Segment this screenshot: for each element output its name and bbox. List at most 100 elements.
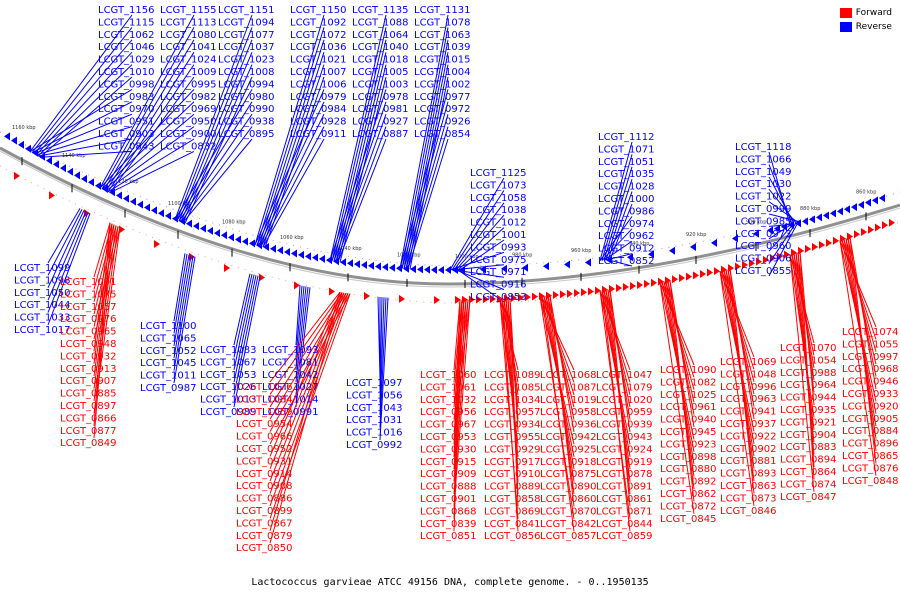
gene-label: LCGT_0896: [842, 439, 899, 450]
reverse-gene-arrow: [319, 254, 325, 263]
gene-label: LCGT_0890: [540, 482, 597, 493]
reverse-gene-arrow: [802, 217, 808, 226]
reverse-gene-arrow: [823, 211, 829, 220]
gene-label: LCGT_0902: [720, 444, 777, 455]
forward-gene-arrow: [588, 287, 594, 296]
label-leader-line: [269, 292, 343, 395]
gene-label: LCGT_0858: [484, 494, 541, 505]
forward-gene-arrow: [805, 244, 811, 253]
label-leader-line: [35, 126, 133, 156]
gene-label: LCGT_1003: [352, 79, 409, 90]
label-leader-line: [457, 227, 505, 271]
label-leader-line: [768, 222, 799, 277]
gene-label: LCGT_1044: [14, 300, 71, 311]
scale-tick-label: 1120 kbp: [115, 179, 139, 185]
label-leader-line: [174, 14, 253, 220]
gene-label: LCGT_1131: [414, 5, 471, 16]
gene-label: LCGT_0921: [780, 417, 837, 428]
reverse-gene-arrow: [865, 198, 871, 207]
gene-label: LCGT_0934: [484, 420, 541, 431]
reverse-gene-arrow: [291, 249, 297, 258]
gene-label: LCGT_0983: [98, 92, 155, 103]
gene-label: LCGT_1125: [470, 168, 527, 179]
reverse-gene-arrow: [438, 265, 444, 274]
gene-label: LCGT_1037: [218, 42, 275, 53]
label-leader-line: [768, 223, 793, 240]
forward-gene-arrow: [875, 223, 881, 232]
forward-gene-arrow: [399, 294, 405, 303]
gene-label: LCGT_0869: [484, 506, 541, 517]
gene-label: LCGT_1052: [140, 346, 197, 357]
gene-label: LCGT_0987: [140, 383, 197, 394]
reverse-gene-arrow: [263, 243, 269, 252]
gene-label: LCGT_0933: [842, 389, 899, 400]
forward-gene-arrow: [840, 234, 846, 243]
forward-gene-arrow: [700, 269, 706, 278]
label-leader-line: [295, 285, 303, 358]
reverse-gene-arrow: [53, 160, 59, 169]
gene-label: LCGT_1007: [290, 67, 347, 78]
gene-label: LCGT_0969: [160, 104, 217, 115]
gene-label: LCGT_0886: [236, 494, 293, 505]
forward-gene-arrow: [504, 294, 510, 303]
gene-label: LCGT_0965: [60, 327, 117, 338]
label-leader-line: [379, 297, 385, 416]
reverse-gene-arrow: [67, 167, 73, 176]
gene-label: LCGT_1083: [200, 345, 257, 356]
reverse-gene-arrow: [18, 140, 24, 149]
forward-gene-arrow: [294, 281, 300, 290]
forward-gene-arrow: [735, 262, 741, 271]
gene-label: LCGT_0930: [420, 444, 477, 455]
gene-label: LCGT_0841: [484, 519, 541, 530]
forward-gene-arrow: [546, 291, 552, 300]
gene-label: LCGT_0856: [484, 531, 541, 542]
gene-label: LCGT_1063: [414, 30, 471, 41]
label-leader-line: [178, 39, 253, 222]
gene-label: LCGT_0849: [60, 438, 117, 449]
reverse-gene-arrow: [312, 253, 318, 262]
forward-gene-arrow: [119, 225, 125, 234]
gene-label: LCGT_0866: [60, 413, 117, 424]
gene-label: LCGT_0917: [484, 457, 541, 468]
reverse-gene-arrow: [151, 206, 157, 215]
gene-label: LCGT_0908: [236, 481, 293, 492]
label-leader-line: [449, 177, 505, 271]
label-leader-line: [333, 39, 387, 262]
forward-gene-arrow: [854, 230, 860, 239]
gene-label: LCGT_1082: [660, 377, 717, 388]
label-leader-line: [37, 64, 133, 157]
gene-label: LCGT_0998: [98, 79, 155, 90]
gene-label: LCGT_0986: [598, 206, 655, 217]
forward-gene-arrow: [49, 191, 55, 200]
gene-label: LCGT_0900: [160, 129, 217, 140]
reverse-gene-arrow: [879, 194, 885, 203]
reverse-gene-arrow: [417, 265, 423, 274]
reverse-gene-arrow: [382, 263, 388, 272]
gene-label: LCGT_0891: [596, 482, 653, 493]
label-leader-line: [379, 297, 389, 441]
label-leader-line: [768, 164, 793, 225]
label-leader-line: [254, 89, 325, 246]
forward-gene-arrow: [532, 292, 538, 301]
gene-label: LCGT_1040: [352, 42, 409, 53]
label-leader-line: [180, 126, 253, 223]
gene-label: LCGT_0995: [160, 79, 217, 90]
label-leader-line: [335, 126, 387, 262]
reverse-gene-arrow: [424, 265, 430, 274]
gene-label: LCGT_0936: [540, 420, 597, 431]
forward-gene-arrow: [679, 273, 685, 282]
label-leader-line: [729, 268, 755, 420]
gene-label: LCGT_0985: [735, 216, 792, 227]
forward-gene-arrow: [819, 240, 825, 249]
gene-label: LCGT_0907: [60, 376, 117, 387]
label-leader-line: [233, 275, 257, 383]
label-leader-line: [178, 113, 253, 222]
gene-label: LCGT_0968: [842, 364, 899, 375]
gene-label: LCGT_1026: [200, 382, 257, 393]
reverse-gene-arrow: [564, 260, 570, 269]
label-leader-line: [260, 126, 325, 247]
reverse-gene-arrow: [137, 200, 143, 209]
gene-label: LCGT_0944: [780, 393, 837, 404]
forward-gene-arrow: [658, 277, 664, 286]
label-leader-line: [47, 212, 89, 313]
